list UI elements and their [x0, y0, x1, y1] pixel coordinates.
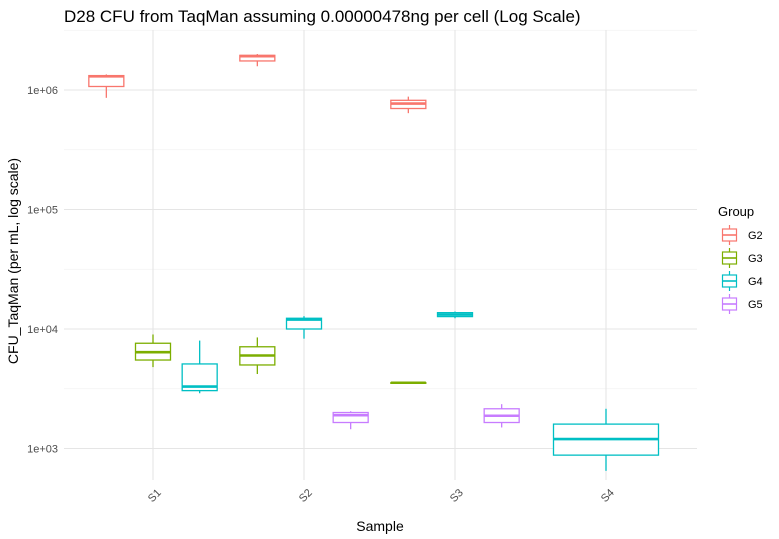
grid [64, 29, 697, 480]
box-s2-g4 [285, 316, 323, 339]
x-tick-label: S1 [146, 487, 164, 505]
x-tick-label: S3 [448, 487, 466, 505]
plot-area [88, 54, 660, 471]
y-tick-label: 1e+03 [27, 444, 58, 456]
box-s3-g2 [390, 96, 427, 114]
box-s3-g3 [390, 381, 427, 385]
y-tick-label: 1e+06 [27, 85, 58, 97]
box-s3-g4 [436, 311, 474, 319]
box-s4-g4 [552, 408, 660, 471]
legend-label: G3 [748, 253, 763, 265]
y-axis: 1e+03 1e+04 1e+05 1e+06 [27, 85, 58, 456]
box-s1-g3 [134, 334, 172, 368]
legend-item-g2: G2 [721, 225, 763, 245]
legend-label: G2 [748, 230, 763, 242]
box-s2-g5 [332, 411, 369, 430]
legend-item-g4: G4 [721, 271, 763, 291]
y-axis-title: CFU_TaqMan (per mL, log scale) [5, 158, 21, 364]
box-s2-g3 [239, 337, 276, 375]
box-s3-g5 [483, 404, 520, 428]
y-tick-label: 1e+04 [27, 324, 58, 336]
x-axis-title: Sample [356, 518, 404, 534]
box-s1-g4 [181, 340, 218, 394]
box-iqr [332, 411, 369, 424]
chart-title: D28 CFU from TaqMan assuming 0.00000478n… [64, 7, 581, 26]
x-tick-label: S4 [599, 487, 617, 505]
box-s2-g2 [239, 54, 276, 67]
legend-title: Group [718, 204, 754, 219]
x-tick-label: S2 [297, 487, 315, 505]
legend-item-g3: G3 [721, 248, 763, 268]
legend-label: G5 [748, 299, 763, 311]
legend: Group G2 G3 G4 G5 [718, 204, 763, 314]
legend-item-g5: G5 [721, 294, 763, 314]
box-s1-g2 [88, 74, 125, 98]
x-axis: S1 S2 S3 S4 [146, 487, 617, 505]
legend-label: G4 [748, 276, 763, 288]
y-tick-label: 1e+05 [27, 205, 58, 217]
